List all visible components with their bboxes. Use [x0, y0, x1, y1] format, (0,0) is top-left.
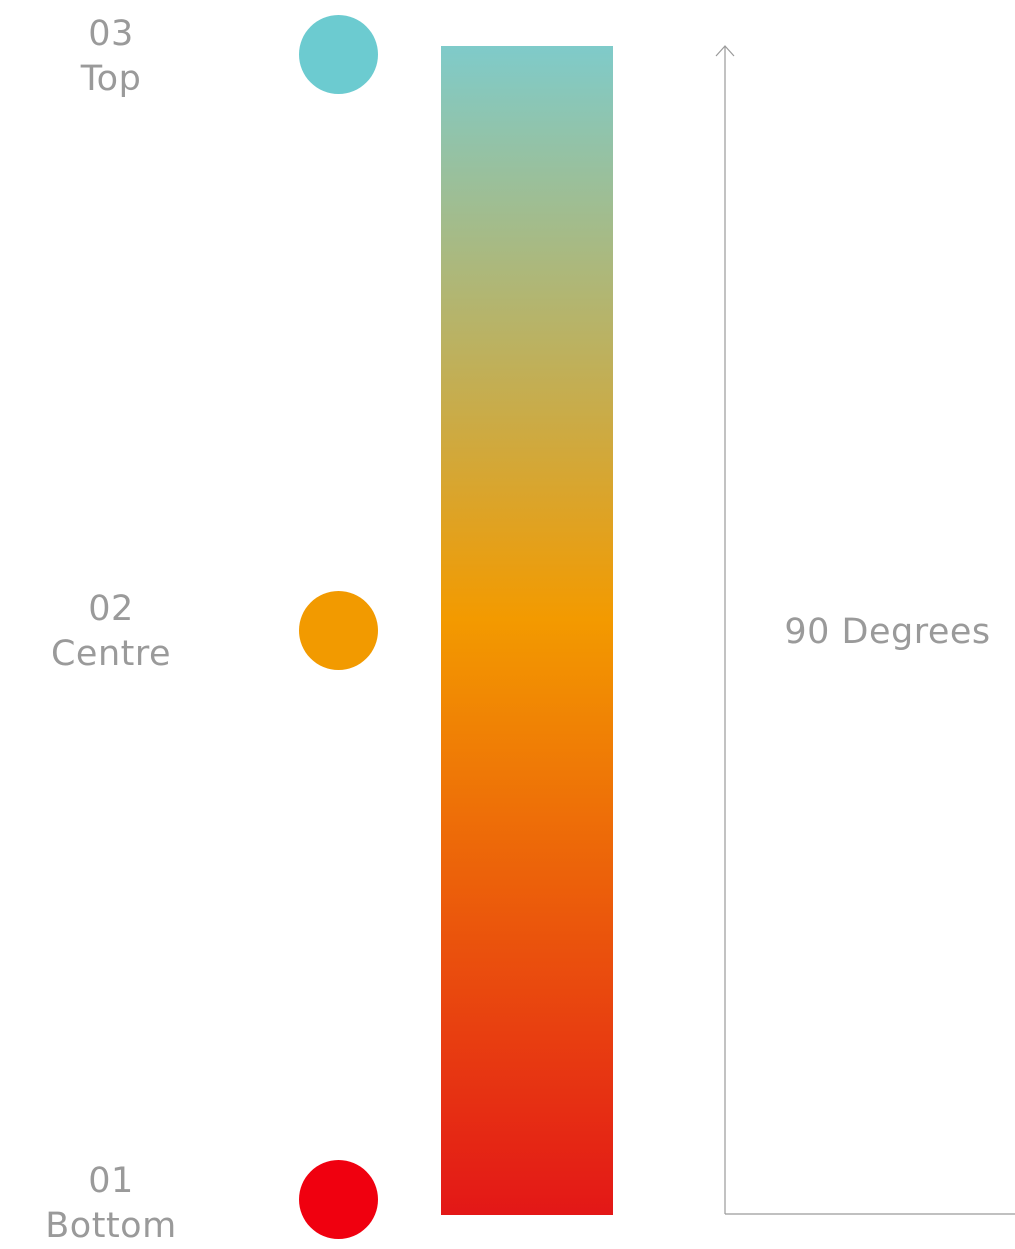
stop-number: 01: [88, 1161, 134, 1201]
stop-dot-centre: [299, 591, 378, 670]
gradient-bar: [441, 46, 613, 1215]
stop-name: Centre: [50, 634, 172, 674]
stop-dot-top: [299, 15, 378, 94]
stop-name: Top: [80, 59, 142, 99]
arrow-up-icon: [715, 45, 735, 57]
angle-axis: [715, 45, 1015, 1215]
stop-label-centre: 02 Centre: [20, 587, 202, 677]
stop-dot-bottom: [299, 1160, 378, 1239]
stop-name: Bottom: [45, 1206, 177, 1246]
stop-label-top: 03 Top: [20, 12, 202, 102]
stop-label-bottom: 01 Bottom: [20, 1159, 202, 1249]
stop-number: 03: [88, 14, 134, 54]
stop-number: 02: [88, 589, 134, 629]
angle-label: 90 Degrees: [784, 612, 991, 652]
